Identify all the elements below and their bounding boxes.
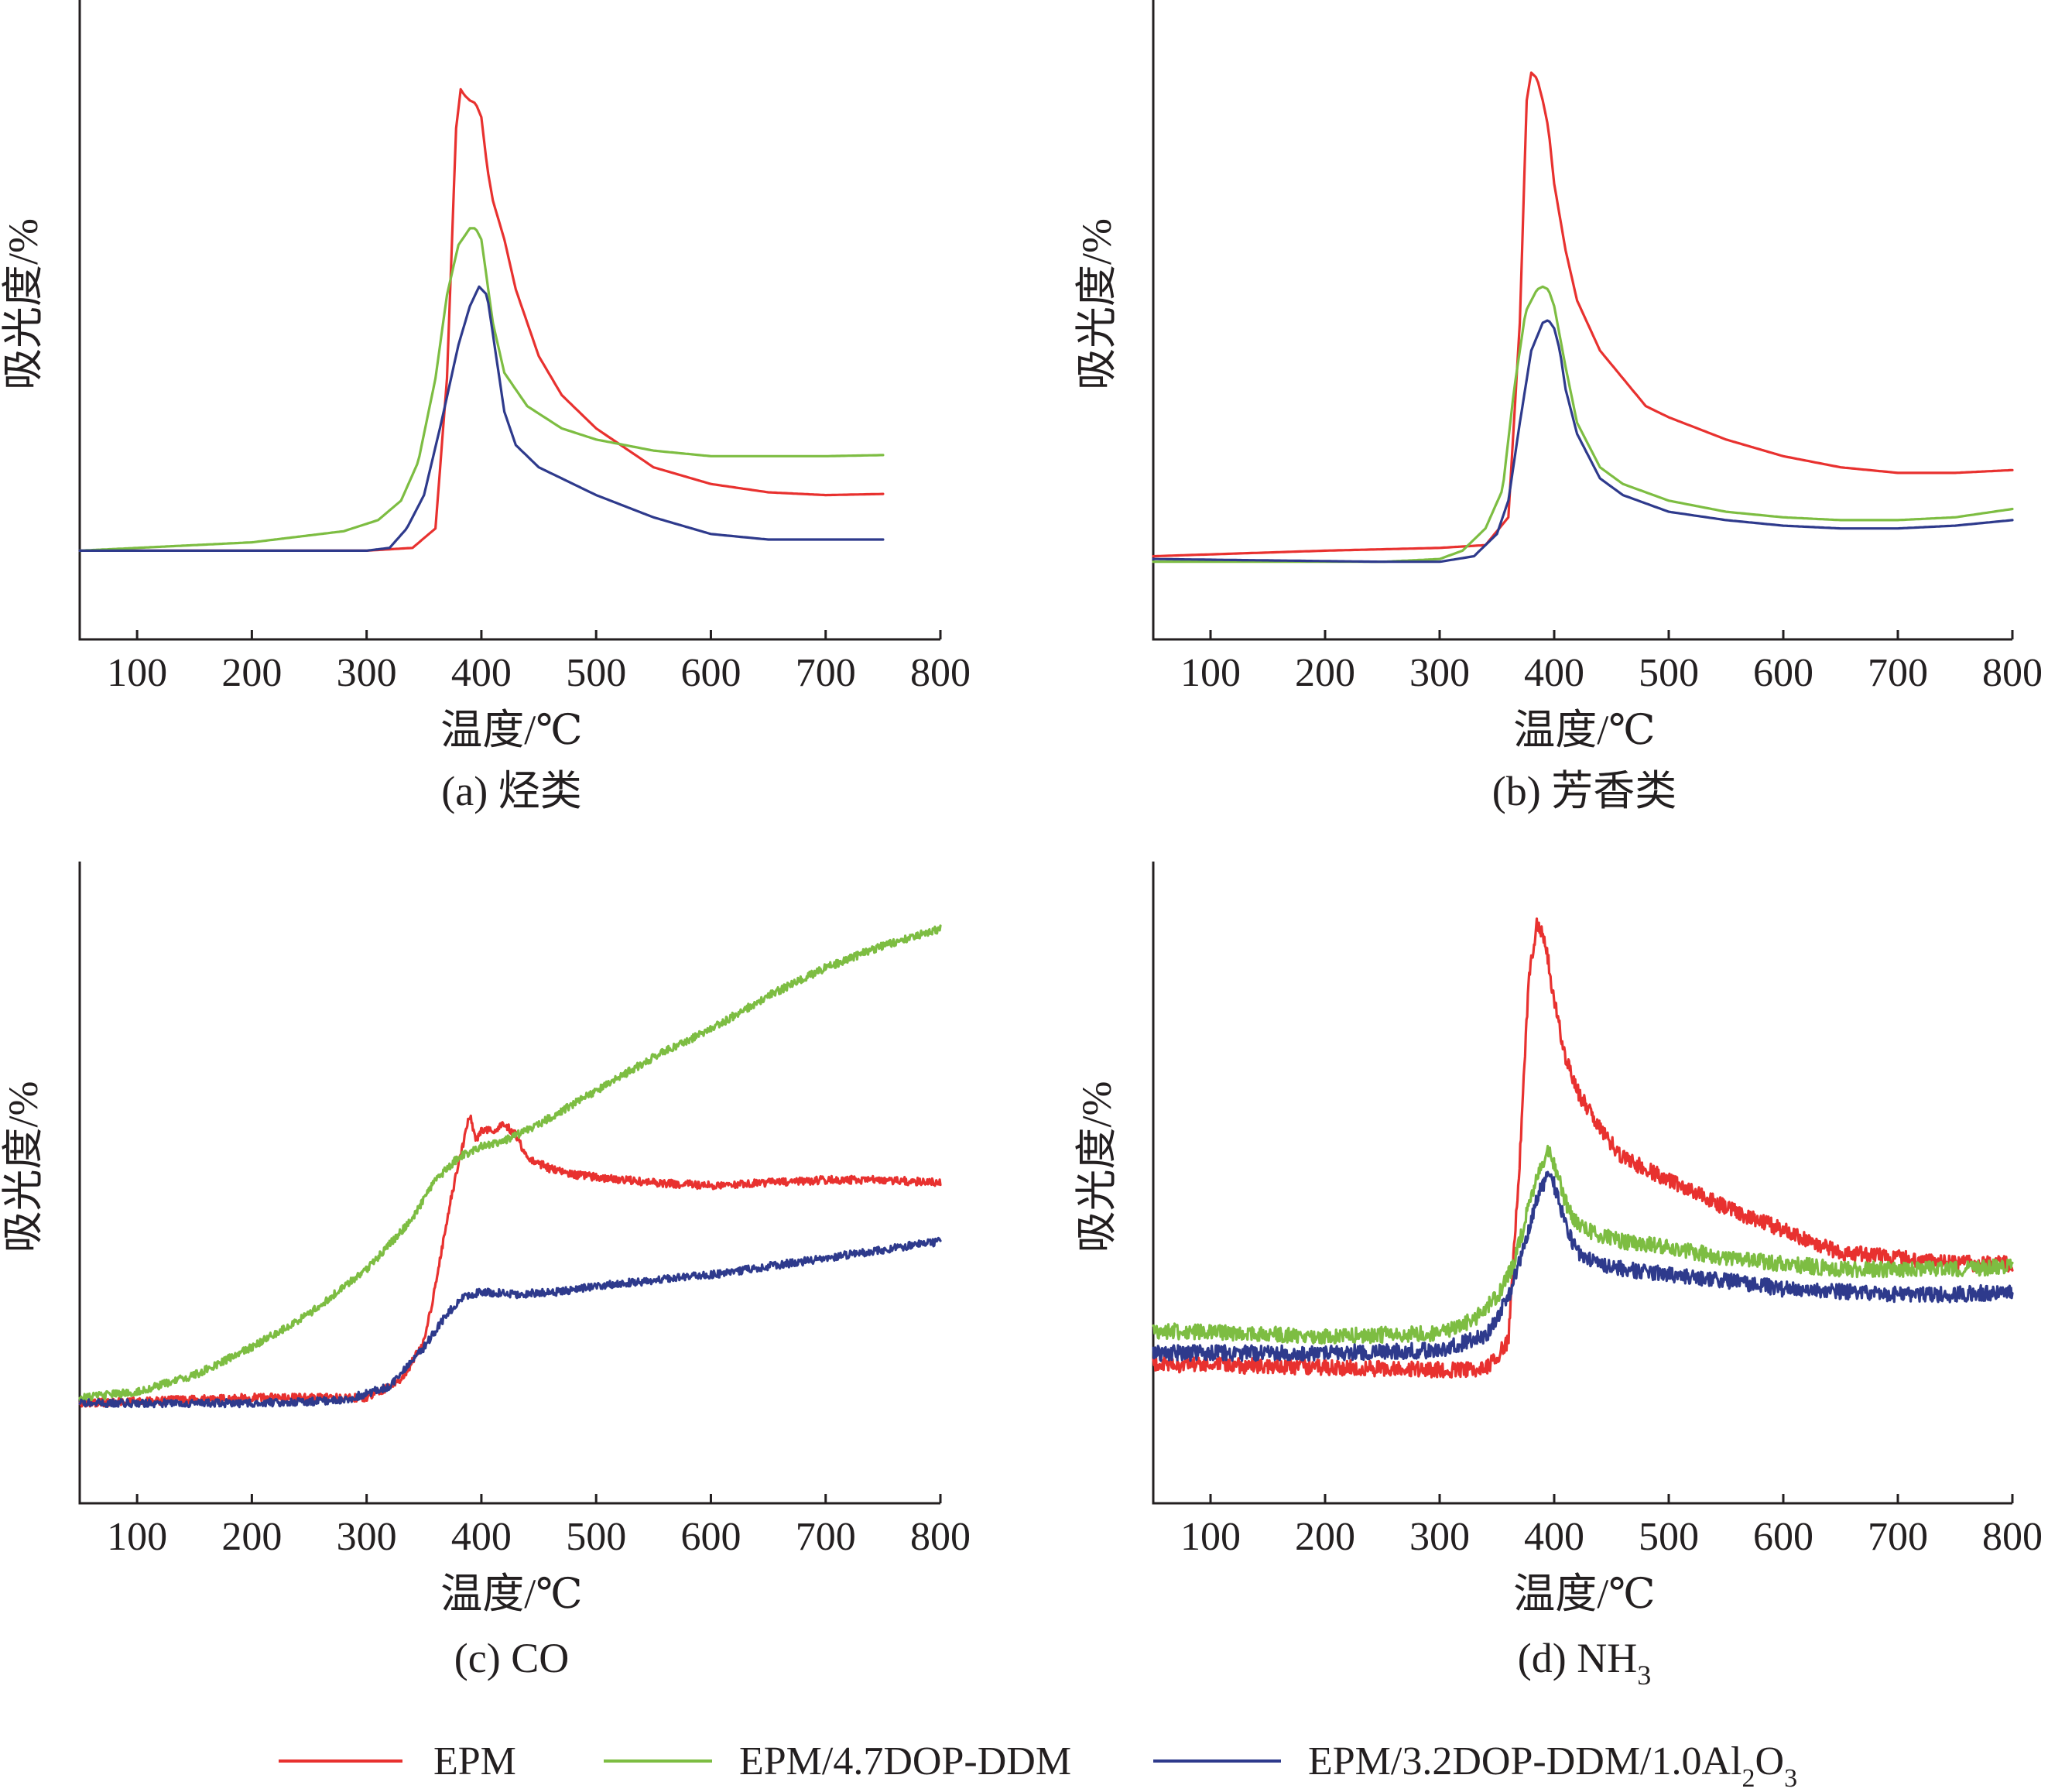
legend-label-epm: EPM [433, 1739, 516, 1783]
panel-caption: (d) NH3 [1518, 1635, 1651, 1691]
panel-caption: (a) 烃类 [441, 768, 581, 814]
x-tick-label: 800 [1982, 1515, 2043, 1559]
x-tick-label: 700 [796, 1515, 856, 1559]
x-tick-label: 300 [337, 1515, 397, 1559]
x-tick-label: 300 [1409, 1515, 1470, 1559]
x-tick-label: 300 [1409, 651, 1470, 695]
panel-nh3: 100 200 300 400 500 600 700 800 温度/℃ 吸光度/% (d) NH3 [1074, 862, 2043, 1691]
series-line-epm-4-7dop-ddm [78, 227, 885, 553]
axis-frame [1152, 862, 2012, 1505]
series-line-epm-3-2dop-ddm-1-0al2o3 [78, 1236, 942, 1409]
series-line-epm-4-7dop-ddm [78, 924, 942, 1403]
panel-hydrocarbons: 100 200 300 400 500 600 700 800 温度/℃ 吸光度/% (a) 烃类 [0, 0, 971, 814]
series-line-epm-4-7dop-ddm [1152, 1144, 2014, 1345]
x-tick-label: 500 [566, 1515, 626, 1559]
y-axis-title: 吸光度/% [0, 1081, 46, 1253]
y-axis-title: 吸光度/% [1074, 1081, 1120, 1253]
x-tick-label: 800 [910, 651, 971, 695]
axis-frame [1152, 0, 2012, 641]
caption-subscript: 3 [1637, 1660, 1651, 1691]
axis-frame [78, 0, 940, 641]
x-tick-label: 300 [337, 651, 397, 695]
x-tick-label: 100 [107, 651, 167, 695]
y-axis-title: 吸光度/% [1074, 218, 1120, 390]
x-axis-title: 温度/℃ [440, 707, 582, 753]
x-tick-label: 200 [221, 651, 282, 695]
panel-caption: (c) CO [454, 1635, 569, 1681]
panel-caption: (b) 芳香类 [1492, 768, 1676, 814]
x-axis-title: 温度/℃ [1513, 1571, 1655, 1617]
legend-label-sub-3: 3 [1784, 1764, 1797, 1792]
series-line-epm [78, 87, 885, 553]
legend-label-epm-dop-ddm: EPM/4.7DOP-DDM [739, 1739, 1071, 1783]
x-tick-label: 800 [910, 1515, 971, 1559]
series-line-epm [1152, 917, 2014, 1379]
x-tick-label: 700 [1868, 1515, 1928, 1559]
axis-frame [78, 862, 940, 1505]
legend-label-o: O [1755, 1739, 1785, 1783]
x-tick-label: 400 [451, 651, 512, 695]
x-tick-label: 100 [1180, 651, 1241, 695]
x-tick-label: 600 [680, 1515, 741, 1559]
x-tick-label: 600 [680, 651, 741, 695]
legend-item-epm-dop-ddm: EPM/4.7DOP-DDM [604, 1739, 1071, 1783]
x-tick-label: 200 [221, 1515, 282, 1559]
legend-item-epm: EPM [279, 1739, 516, 1783]
x-tick-label: 400 [451, 1515, 512, 1559]
x-tick-label: 100 [107, 1515, 167, 1559]
x-tick-label: 500 [566, 651, 626, 695]
legend: EPM EPM/4.7DOP-DDM EPM/3.2DOP-DDM/1.0Al2… [279, 1739, 1797, 1792]
x-tick-label: 700 [796, 651, 856, 695]
x-axis-title: 温度/℃ [440, 1571, 582, 1617]
x-tick-label: 600 [1753, 1515, 1813, 1559]
x-tick-label: 700 [1868, 651, 1928, 695]
x-tick-label: 500 [1639, 651, 1699, 695]
legend-item-epm-dop-ddm-al2o3: EPM/3.2DOP-DDM/1.0Al2O3 [1153, 1739, 1797, 1792]
x-tick-label: 200 [1295, 1515, 1355, 1559]
series-line-epm-3-2dop-ddm-1-0al2o3 [78, 285, 885, 553]
legend-label-epm-dop-ddm-al2o3: EPM/3.2DOP-DDM/1.0Al2O3 [1308, 1739, 1797, 1792]
x-tick-label: 800 [1982, 651, 2043, 695]
caption-main: (d) NH [1518, 1635, 1637, 1681]
panel-aromatics: 100 200 300 400 500 600 700 800 温度/℃ 吸光度/% (b) 芳香类 [1074, 0, 2043, 814]
x-axis-title: 温度/℃ [1513, 707, 1655, 753]
x-tick-label: 600 [1753, 651, 1813, 695]
x-tick-label: 400 [1524, 651, 1584, 695]
legend-label-sub-2: 2 [1742, 1764, 1755, 1792]
series-line-epm [78, 1114, 942, 1408]
series-line-epm-3-2dop-ddm-1-0al2o3 [1152, 1170, 2014, 1362]
series-line-epm-3-2dop-ddm-1-0al2o3 [1152, 319, 2014, 564]
y-axis-title: 吸光度/% [0, 218, 46, 390]
series-line-epm-4-7dop-ddm [1152, 285, 2014, 564]
x-tick-label: 100 [1180, 1515, 1241, 1559]
panel-co: 100 200 300 400 500 600 700 800 温度/℃ 吸光度/% (c) CO [0, 862, 971, 1681]
x-tick-label: 200 [1295, 651, 1355, 695]
legend-label-main: EPM/3.2DOP-DDM/1.0Al [1308, 1739, 1742, 1783]
x-tick-label: 400 [1524, 1515, 1584, 1559]
series-line-epm [1152, 71, 2014, 558]
x-tick-label: 500 [1639, 1515, 1699, 1559]
